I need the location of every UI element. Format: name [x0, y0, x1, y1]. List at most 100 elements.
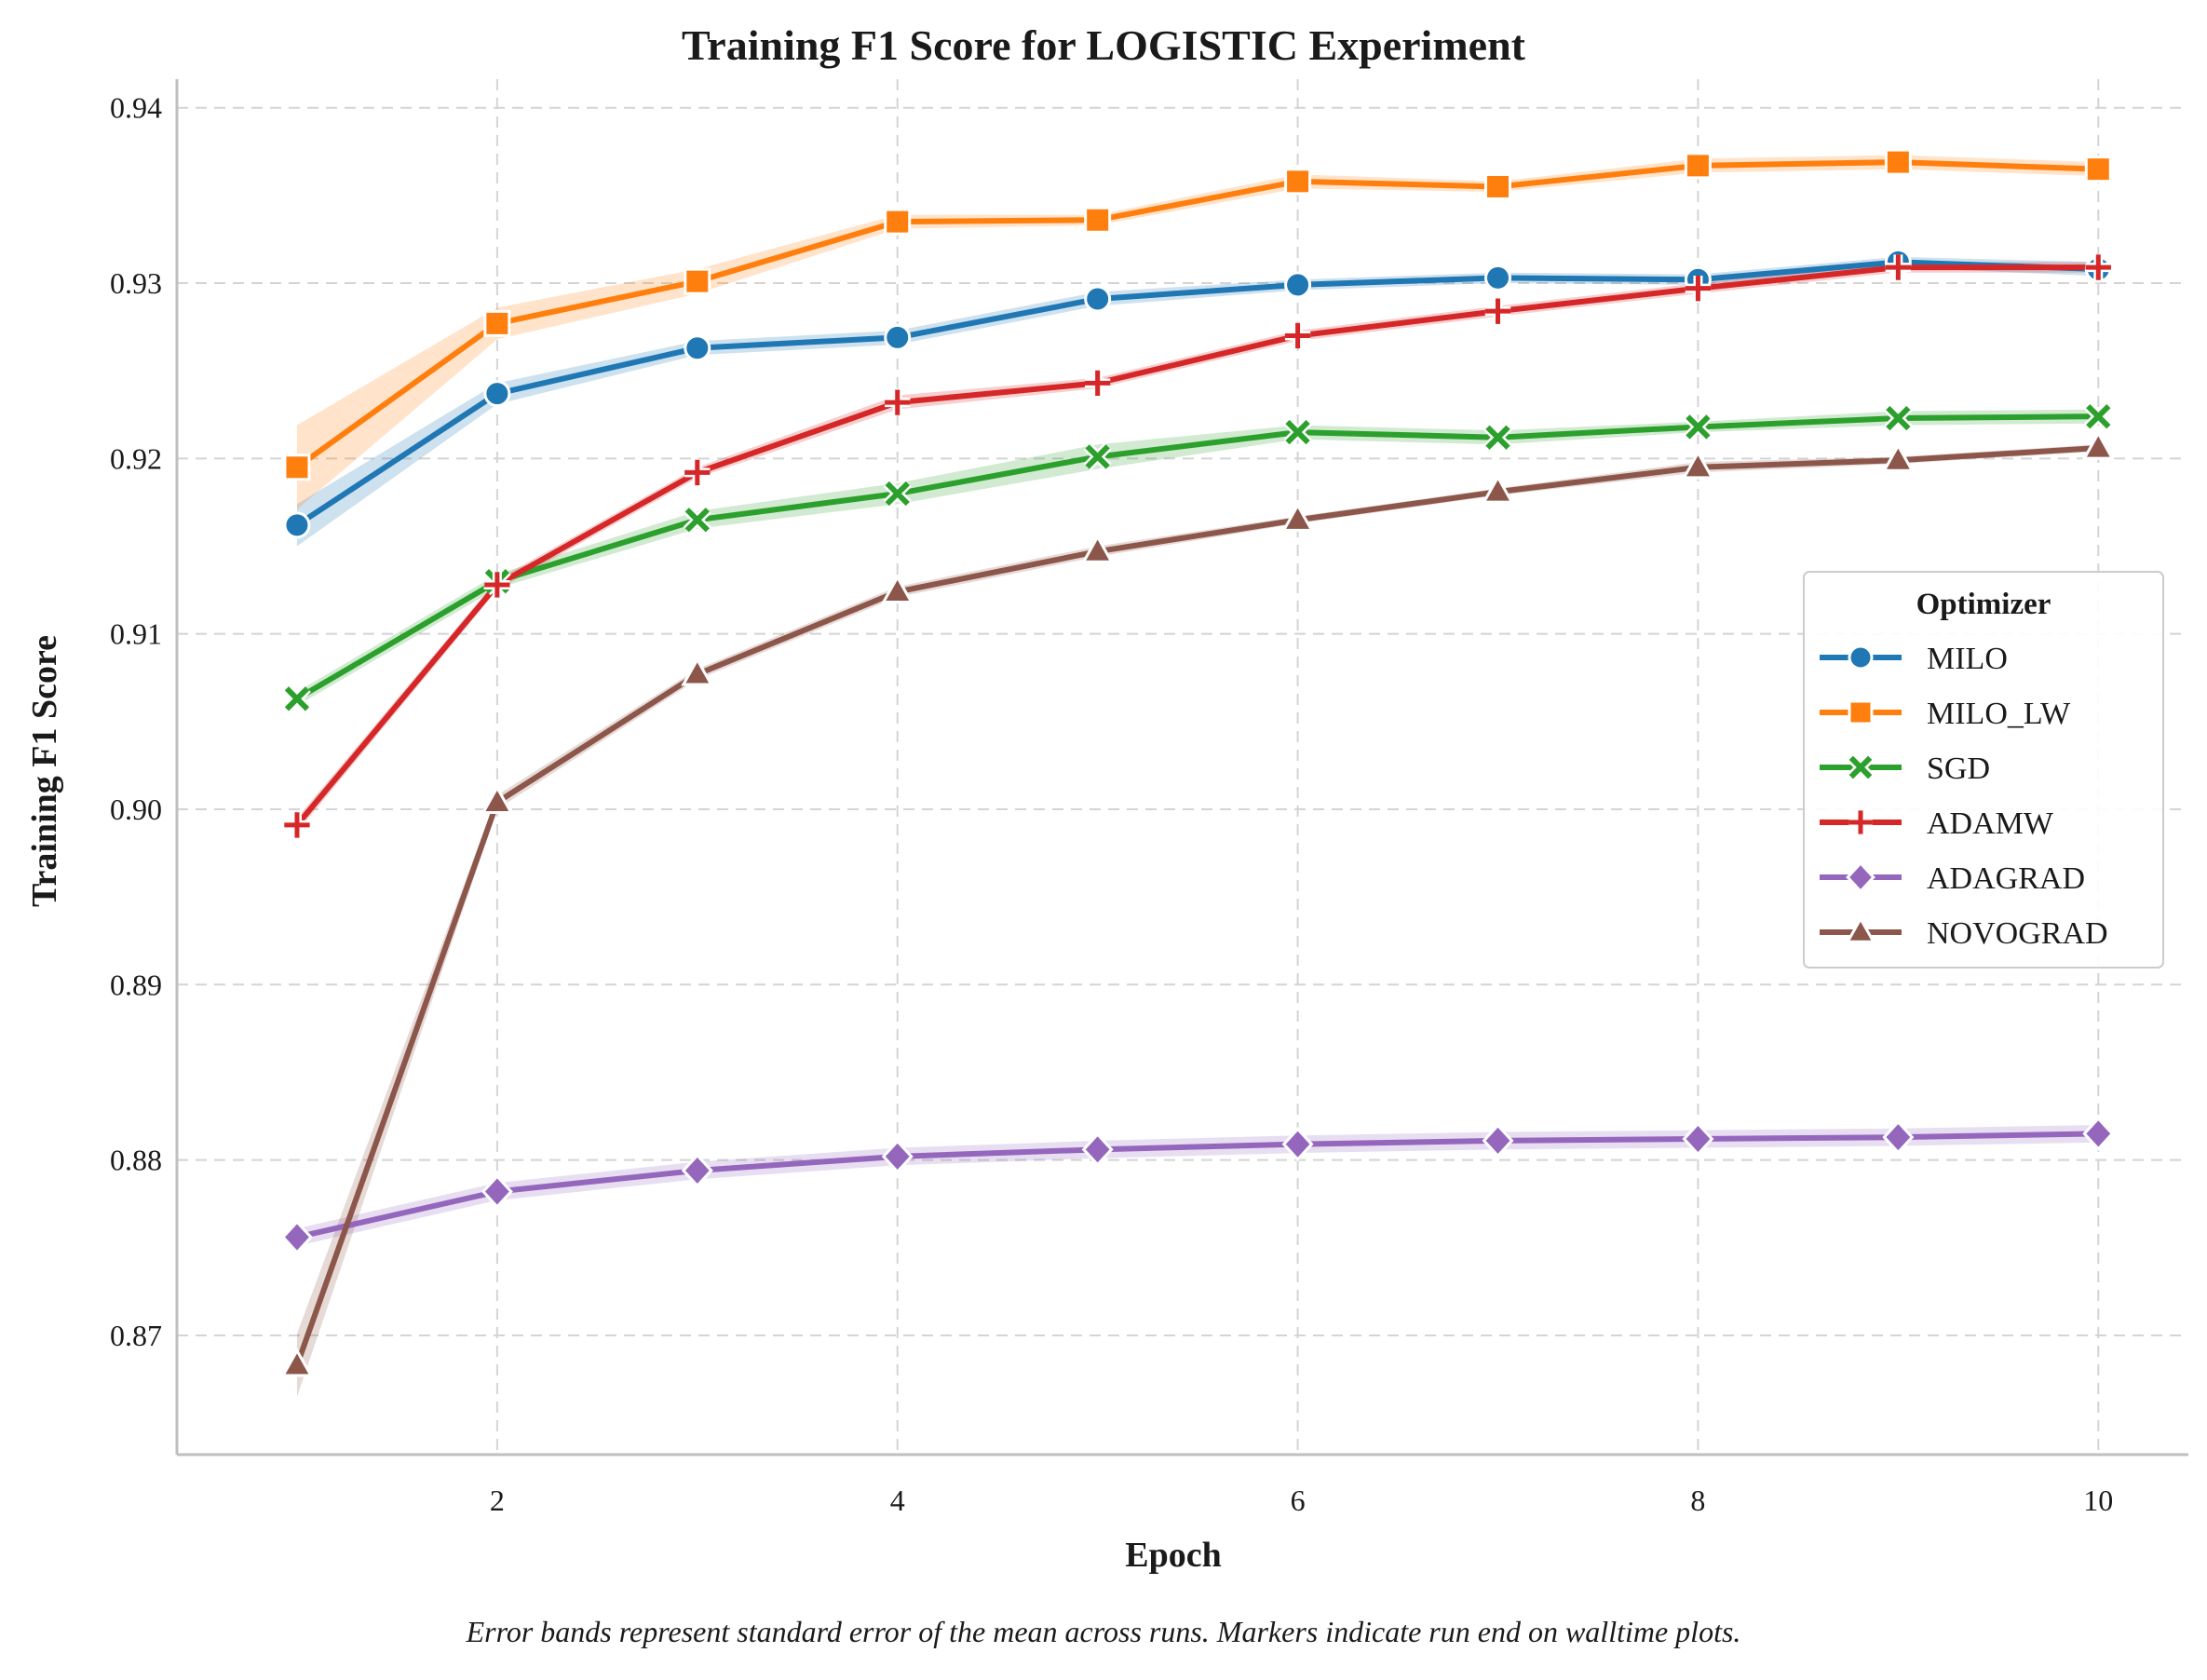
legend-label: MILO_LW — [1927, 697, 2071, 731]
data-point-milo-lw — [483, 309, 511, 337]
y-tick-label: 0.92 — [110, 441, 162, 475]
legend: Optimizer MILO MILO_LW SGD ADAMW ADAGRAD NOVOG… — [1803, 571, 2164, 969]
x-tick-label: 2 — [490, 1484, 505, 1517]
legend-label: MILO — [1927, 642, 2008, 676]
data-point-milo-lw — [1284, 168, 1312, 196]
legend-label: NOVOGRAD — [1927, 916, 2108, 951]
data-point-sgd — [1283, 418, 1312, 447]
data-point-novograd — [1881, 442, 1915, 472]
data-point-milo-lw — [2084, 156, 2112, 183]
data-point-novograd — [1281, 502, 1315, 532]
data-point-adagrad — [481, 1174, 513, 1209]
data-point-milo — [283, 511, 311, 539]
data-point-adamw — [484, 572, 510, 598]
legend-item-novograd: NOVOGRAD — [1820, 915, 2108, 951]
tick-labels: 2 4 6 8 10 0.87 0.88 0.89 0.90 0.91 0.92 0.93 0.94 — [110, 91, 2113, 1517]
data-point-sgd — [683, 506, 711, 535]
legend-label: ADAMW — [1927, 806, 2054, 841]
data-point-milo-lw — [1684, 152, 1712, 180]
x-tick-label: 10 — [2083, 1484, 2113, 1517]
data-point-milo-lw — [1084, 206, 1112, 234]
data-point-adamw — [1085, 370, 1111, 397]
data-point-milo — [684, 334, 711, 362]
data-point-novograd — [2081, 430, 2115, 460]
legend-marker-adamw — [1848, 810, 1873, 834]
y-tick-label: 0.91 — [110, 617, 162, 651]
y-tick-label: 0.88 — [110, 1144, 162, 1177]
series-line-sgd — [295, 413, 2099, 701]
data-point-novograd — [1481, 474, 1515, 504]
data-point-adagrad — [2082, 1116, 2115, 1151]
data-point-novograd — [881, 574, 914, 604]
data-point-adagrad — [681, 1153, 713, 1188]
legend-marker-adagrad — [1846, 860, 1875, 894]
data-point-milo-lw — [1884, 148, 1912, 176]
axes — [175, 79, 2188, 1456]
data-point-novograd — [481, 784, 514, 815]
error-band-milo-lw — [296, 155, 2099, 509]
data-point-adamw — [1685, 276, 1712, 302]
series-line-milo — [295, 259, 2099, 528]
data-point-novograd — [280, 1348, 314, 1377]
y-tick-label: 0.93 — [110, 266, 162, 300]
caption: Error bands represent standard error of … — [466, 1615, 1741, 1648]
legend-item-sgd: SGD — [1820, 752, 1990, 786]
data-point-sgd — [1483, 423, 1512, 452]
grid — [177, 79, 2188, 1455]
y-tick-label: 0.94 — [110, 91, 162, 125]
data-point-novograd — [1081, 534, 1115, 563]
data-point-adagrad — [1682, 1121, 1714, 1157]
legend-title: Optimizer — [1916, 588, 2051, 621]
data-point-adagrad — [1081, 1131, 1114, 1167]
data-point-milo — [1484, 264, 1512, 291]
legend-marker-sgd — [1847, 753, 1875, 781]
y-tick-label: 0.89 — [110, 968, 162, 1001]
y-tick-label: 0.87 — [110, 1319, 162, 1352]
series-line-novograd — [294, 445, 2099, 1366]
data-point-milo — [483, 380, 511, 408]
legend-marker-milo — [1848, 644, 1874, 671]
legend-item-milo-lw: MILO_LW — [1820, 697, 2071, 731]
legend-item-adamw: ADAMW — [1820, 806, 2054, 841]
data-point-adagrad — [881, 1139, 914, 1174]
data-point-sgd — [2084, 402, 2113, 431]
x-tick-label: 4 — [890, 1484, 905, 1517]
legend-item-adagrad: ADAGRAD — [1820, 860, 2085, 896]
y-tick-label: 0.90 — [110, 793, 162, 826]
series-line-milo-lw — [295, 159, 2099, 470]
data-point-milo-lw — [684, 267, 711, 295]
series-line-adamw — [294, 264, 2099, 827]
data-point-adagrad — [1882, 1119, 1915, 1155]
series-line-adagrad — [296, 1131, 2099, 1240]
data-point-sgd — [1684, 413, 1713, 441]
data-point-sgd — [883, 480, 912, 508]
x-axis-label: Epoch — [1125, 1536, 1221, 1575]
chart-title: Training F1 Score for LOGISTIC Experimen… — [682, 21, 1526, 69]
legend-marker-novograd — [1845, 915, 1876, 943]
series-markers — [280, 148, 2115, 1377]
data-point-sgd — [1083, 442, 1112, 471]
data-point-adamw — [684, 459, 711, 486]
x-tick-label: 6 — [1291, 1484, 1306, 1517]
data-point-adamw — [1484, 298, 1511, 324]
data-point-novograd — [1681, 450, 1714, 480]
data-point-adamw — [1284, 322, 1311, 349]
legend-marker-milo-lw — [1848, 699, 1874, 725]
data-point-milo-lw — [1484, 172, 1512, 200]
data-point-adamw — [2085, 254, 2111, 280]
legend-label: SGD — [1927, 752, 1990, 786]
data-point-sgd — [1884, 404, 1913, 432]
legend-box — [1803, 571, 2164, 969]
data-point-milo — [1084, 285, 1112, 313]
data-point-milo-lw — [283, 454, 311, 481]
data-point-novograd — [681, 657, 714, 686]
data-point-milo-lw — [884, 208, 912, 236]
data-point-adamw — [885, 389, 911, 415]
series-lines — [294, 159, 2099, 1366]
data-point-milo — [884, 323, 912, 351]
legend-item-milo: MILO — [1820, 642, 2008, 676]
data-point-adagrad — [280, 1220, 313, 1254]
x-tick-label: 8 — [1690, 1484, 1705, 1517]
data-point-adagrad — [1482, 1123, 1514, 1158]
